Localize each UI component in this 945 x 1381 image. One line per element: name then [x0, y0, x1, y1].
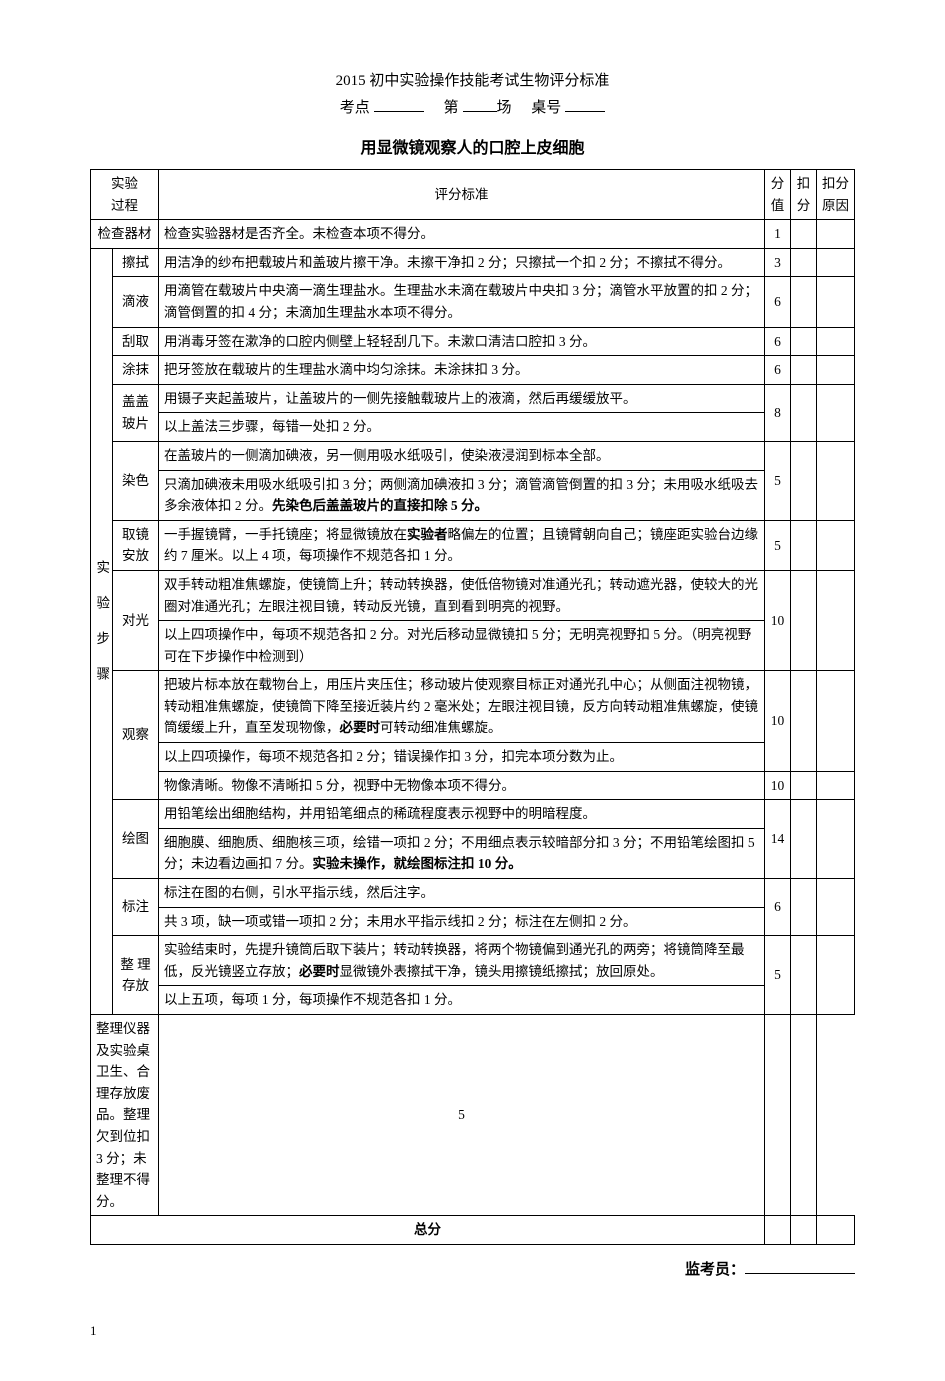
draw-label: 绘图: [113, 800, 159, 879]
mount-text: 一手握镜臂，一手托镜座；将显微镜放在实验者略偏左的位置；且镜臂朝向自己；镜座距实…: [159, 520, 765, 570]
row-scrape: 刮取 用消毒牙签在漱净的口腔内侧壁上轻轻刮几下。未漱口清洁口腔扣 3 分。 6: [91, 327, 855, 356]
row-draw-1: 绘图 用铅笔绘出细胞结构，并用铅笔细点的稀疏程度表示视野中的明暗程度。 14: [91, 800, 855, 829]
light-text-2: 以上四项操作中，每项不规范各扣 2 分。对光后移动显微镜扣 5 分；无明亮视野扣…: [159, 621, 765, 671]
steps-vertical-label: 实验步骤: [91, 248, 113, 1014]
scrape-score: 6: [765, 327, 791, 356]
doc-header-title: 2015 初中实验操作技能考试生物评分标准: [90, 70, 855, 93]
smear-label: 涂抹: [113, 356, 159, 385]
row-observe-2: 以上四项操作，每项不规范各扣 2 分；错误操作扣 3 分，扣完本项分数为止。: [91, 743, 855, 772]
session-suffix: 场: [497, 100, 512, 116]
store-text-2: 以上五项，每项 1 分，每项操作不规范各扣 1 分。: [159, 986, 765, 1015]
table-header-row: 实验 过程 评分标准 分值 扣分 扣分原因: [91, 170, 855, 220]
doc-header-fill: 考点 第 场 桌号: [90, 97, 855, 120]
col-process: 实验 过程: [91, 170, 159, 220]
scrape-label: 刮取: [113, 327, 159, 356]
row-cover-2: 以上盖法三步骤，每错一处扣 2 分。: [91, 413, 855, 442]
draw-score: 14: [765, 800, 791, 879]
store-score: 5: [765, 936, 791, 1015]
row-stain-1: 染色 在盖玻片的一侧滴加碘液，另一侧用吸水纸吸引，使染液浸润到标本全部。 5: [91, 441, 855, 470]
col-score: 分值: [765, 170, 791, 220]
col-reason: 扣分原因: [817, 170, 855, 220]
cover-score: 8: [765, 384, 791, 441]
light-text-1: 双手转动粗准焦螺旋，使镜筒上升；转动转换器，使低倍物镜对准通光孔；转动遮光器，使…: [159, 570, 765, 620]
clear-score: 10: [765, 771, 791, 800]
cover-label: 盖盖玻片: [113, 384, 159, 441]
scoring-table: 实验 过程 评分标准 分值 扣分 扣分原因 检查器材 检查实验器材是否齐全。未检…: [90, 169, 855, 1245]
annotate-text-1: 标注在图的右侧，引水平指示线，然后注字。: [159, 879, 765, 908]
session-label: 第: [443, 100, 458, 116]
scrape-text: 用消毒牙签在漱净的口腔内侧壁上轻轻刮几下。未漱口清洁口腔扣 3 分。: [159, 327, 765, 356]
cleanup-text: 整理仪器及实验桌卫生、合理存放废品。整理欠到位扣 3 分；未整理不得分。: [91, 1015, 159, 1216]
row-observe-1: 观察 把玻片标本放在载物台上，用压片夹压住；移动玻片使观察目标正对通光孔中心；从…: [91, 671, 855, 743]
cleanup-score: 5: [159, 1015, 765, 1216]
experiment-title: 用显微镜观察人的口腔上皮细胞: [90, 137, 855, 161]
store-label: 整 理存放: [113, 936, 159, 1015]
row-drop: 滴液 用滴管在载玻片中央滴一滴生理盐水。生理盐水未滴在载玻片中央扣 3 分；滴管…: [91, 277, 855, 327]
total-label: 总分: [91, 1216, 765, 1245]
annotate-text-2: 共 3 项，缺一项或错一项扣 2 分；未用水平指示线扣 2 分；标注在左侧扣 2…: [159, 907, 765, 936]
drop-label: 滴液: [113, 277, 159, 327]
smear-score: 6: [765, 356, 791, 385]
stain-text-2: 只滴加碘液未用吸水纸吸引扣 3 分；两侧滴加碘液扣 3 分；滴管滴管倒置的扣 3…: [159, 470, 765, 520]
row-stain-2: 只滴加碘液未用吸水纸吸引扣 3 分；两侧滴加碘液扣 3 分；滴管滴管倒置的扣 3…: [91, 470, 855, 520]
observe-score: 10: [765, 671, 791, 771]
row-cleanup: 整理仪器及实验桌卫生、合理存放废品。整理欠到位扣 3 分；未整理不得分。 5: [91, 1015, 855, 1216]
desk-label: 桌号: [531, 100, 561, 116]
col-criteria: 评分标准: [159, 170, 765, 220]
cover-text-1: 用镊子夹起盖玻片，让盖玻片的一侧先接触载玻片上的液滴，然后再缓缓放平。: [159, 384, 765, 413]
check-label: 检查器材: [91, 220, 159, 249]
examiner-blank: [745, 1259, 855, 1274]
light-label: 对光: [113, 570, 159, 670]
drop-text: 用滴管在载玻片中央滴一滴生理盐水。生理盐水未滴在载玻片中央扣 3 分；滴管水平放…: [159, 277, 765, 327]
check-text: 检查实验器材是否齐全。未检查本项不得分。: [159, 220, 765, 249]
wipe-score: 3: [765, 248, 791, 277]
row-annotate-2: 共 3 项，缺一项或错一项扣 2 分；未用水平指示线扣 2 分；标注在左侧扣 2…: [91, 907, 855, 936]
row-annotate-1: 标注 标注在图的右侧，引水平指示线，然后注字。 6: [91, 879, 855, 908]
stain-score: 5: [765, 441, 791, 520]
row-smear: 涂抹 把牙签放在载玻片的生理盐水滴中均匀涂抹。未涂抹扣 3 分。 6: [91, 356, 855, 385]
site-blank: [374, 97, 424, 112]
row-store-2: 以上五项，每项 1 分，每项操作不规范各扣 1 分。: [91, 986, 855, 1015]
page-number: 1: [90, 1321, 855, 1341]
stain-text-1: 在盖玻片的一侧滴加碘液，另一侧用吸水纸吸引，使染液浸润到标本全部。: [159, 441, 765, 470]
observe-label: 观察: [113, 671, 159, 800]
row-check-equipment: 检查器材 检查实验器材是否齐全。未检查本项不得分。 1: [91, 220, 855, 249]
row-light-1: 对光 双手转动粗准焦螺旋，使镜筒上升；转动转换器，使低倍物镜对准通光孔；转动遮光…: [91, 570, 855, 620]
row-total: 总分: [91, 1216, 855, 1245]
row-cover-1: 盖盖玻片 用镊子夹起盖玻片，让盖玻片的一侧先接触载玻片上的液滴，然后再缓缓放平。…: [91, 384, 855, 413]
drop-score: 6: [765, 277, 791, 327]
examiner-line: 监考员：: [90, 1259, 855, 1282]
mount-score: 5: [765, 520, 791, 570]
row-wipe: 实验步骤 擦拭 用洁净的纱布把载玻片和盖玻片擦干净。未擦干净扣 2 分；只擦拭一…: [91, 248, 855, 277]
annotate-label: 标注: [113, 879, 159, 936]
draw-text-2: 细胞膜、细胞质、细胞核三项，绘错一项扣 2 分；不用细点表示较暗部分扣 3 分；…: [159, 828, 765, 878]
mount-label: 取镜安放: [113, 520, 159, 570]
row-clear: 物像清晰。物像不清晰扣 5 分，视野中无物像本项不得分。 10: [91, 771, 855, 800]
observe-text-2: 以上四项操作，每项不规范各扣 2 分；错误操作扣 3 分，扣完本项分数为止。: [159, 743, 765, 772]
annotate-score: 6: [765, 879, 791, 936]
stain-label: 染色: [113, 441, 159, 520]
row-light-2: 以上四项操作中，每项不规范各扣 2 分。对光后移动显微镜扣 5 分；无明亮视野扣…: [91, 621, 855, 671]
draw-text-1: 用铅笔绘出细胞结构，并用铅笔细点的稀疏程度表示视野中的明暗程度。: [159, 800, 765, 829]
examiner-label: 监考员：: [685, 1262, 745, 1278]
clear-text: 物像清晰。物像不清晰扣 5 分，视野中无物像本项不得分。: [159, 771, 765, 800]
desk-blank: [565, 97, 605, 112]
site-label: 考点: [340, 100, 370, 116]
store-text-1: 实验结束时，先提升镜筒后取下装片；转动转换器，将两个物镜偏到通光孔的两旁；将镜筒…: [159, 936, 765, 986]
session-blank: [463, 97, 497, 112]
row-mount: 取镜安放 一手握镜臂，一手托镜座；将显微镜放在实验者略偏左的位置；且镜臂朝向自己…: [91, 520, 855, 570]
wipe-text: 用洁净的纱布把载玻片和盖玻片擦干净。未擦干净扣 2 分；只擦拭一个扣 2 分；不…: [159, 248, 765, 277]
col-deduct: 扣分: [791, 170, 817, 220]
wipe-label: 擦拭: [113, 248, 159, 277]
cover-text-2: 以上盖法三步骤，每错一处扣 2 分。: [159, 413, 765, 442]
smear-text: 把牙签放在载玻片的生理盐水滴中均匀涂抹。未涂抹扣 3 分。: [159, 356, 765, 385]
row-draw-2: 细胞膜、细胞质、细胞核三项，绘错一项扣 2 分；不用细点表示较暗部分扣 3 分；…: [91, 828, 855, 878]
observe-text-1: 把玻片标本放在载物台上，用压片夹压住；移动玻片使观察目标正对通光孔中心；从侧面注…: [159, 671, 765, 743]
light-score: 10: [765, 570, 791, 670]
row-store-1: 整 理存放 实验结束时，先提升镜筒后取下装片；转动转换器，将两个物镜偏到通光孔的…: [91, 936, 855, 986]
check-score: 1: [765, 220, 791, 249]
